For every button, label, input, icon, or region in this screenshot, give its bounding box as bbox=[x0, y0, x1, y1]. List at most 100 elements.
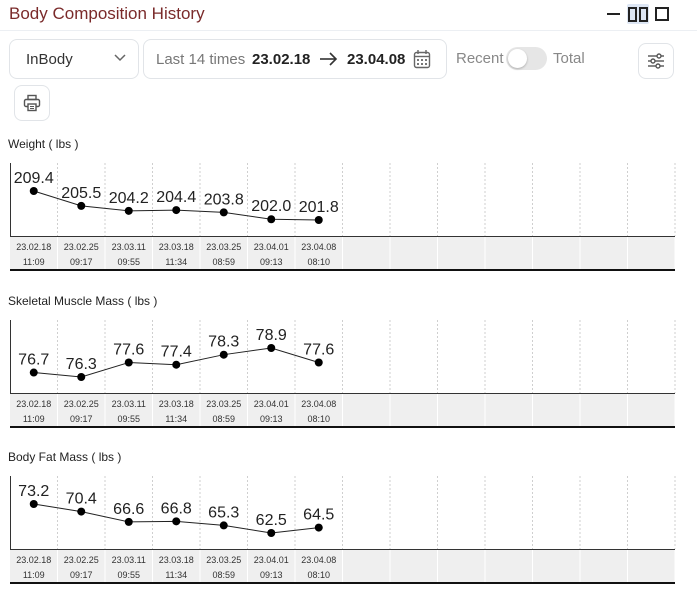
device-select[interactable]: InBody bbox=[9, 39, 139, 79]
body-fat-chart: 23.02.18 11:09 23.02.25 09:17 23.03.11 09:55 2… bbox=[10, 476, 676, 584]
data-label: 78.3 bbox=[208, 334, 239, 351]
x-tick-date: 23.04.01 bbox=[254, 555, 289, 565]
x-tick-date: 23.02.25 bbox=[64, 399, 99, 409]
data-point bbox=[77, 201, 86, 210]
minimize-icon[interactable] bbox=[604, 4, 622, 24]
x-tick-time: 11:09 bbox=[23, 414, 45, 424]
data-point bbox=[267, 215, 276, 224]
x-tick-date: 23.02.18 bbox=[16, 242, 51, 252]
x-tick-date: 23.03.25 bbox=[206, 399, 241, 409]
data-point bbox=[124, 517, 133, 526]
x-tick-date: 23.04.08 bbox=[301, 242, 336, 252]
data-point bbox=[219, 208, 228, 217]
x-tick-date: 23.04.01 bbox=[254, 242, 289, 252]
x-tick-date: 23.02.25 bbox=[64, 242, 99, 252]
data-label: 209.4 bbox=[14, 170, 54, 187]
x-tick-date: 23.03.11 bbox=[112, 399, 146, 409]
x-tick-time: 11:09 bbox=[23, 257, 45, 267]
data-label: 77.6 bbox=[113, 342, 144, 359]
x-tick-date: 23.03.25 bbox=[206, 555, 241, 565]
data-label: 204.4 bbox=[156, 189, 196, 206]
calendar-icon[interactable] bbox=[413, 49, 431, 69]
x-tick-date: 23.04.08 bbox=[301, 399, 336, 409]
data-label: 66.6 bbox=[113, 501, 144, 518]
data-label: 76.7 bbox=[18, 352, 49, 369]
title-divider bbox=[0, 30, 697, 31]
data-point bbox=[124, 206, 133, 215]
x-tick-date: 23.02.25 bbox=[64, 555, 99, 565]
data-point bbox=[124, 358, 133, 367]
x-tick-date: 23.02.18 bbox=[16, 555, 51, 565]
x-tick-date: 23.03.18 bbox=[159, 399, 194, 409]
x-tick-time: 08:10 bbox=[307, 257, 330, 267]
maximize-icon[interactable] bbox=[653, 4, 671, 24]
data-point bbox=[77, 507, 86, 516]
chart-title-body-fat: Body Fat Mass ( lbs ) bbox=[8, 450, 122, 464]
data-label: 65.3 bbox=[208, 504, 239, 521]
x-tick-time: 11:34 bbox=[165, 414, 187, 424]
x-tick-date: 23.03.25 bbox=[206, 242, 241, 252]
data-label: 66.8 bbox=[161, 500, 192, 517]
data-label: 73.2 bbox=[18, 483, 49, 500]
print-button[interactable] bbox=[14, 85, 50, 121]
page-title: Body Composition History bbox=[9, 4, 205, 23]
data-label: 205.5 bbox=[61, 185, 101, 202]
settings-button[interactable] bbox=[638, 43, 674, 79]
recent-total-toggle[interactable] bbox=[506, 47, 547, 70]
data-point bbox=[314, 358, 323, 367]
x-tick-time: 08:59 bbox=[212, 414, 235, 424]
x-tick-time: 08:10 bbox=[307, 570, 330, 580]
x-tick-date: 23.04.08 bbox=[301, 555, 336, 565]
data-label: 62.5 bbox=[256, 512, 287, 529]
x-tick-time: 09:17 bbox=[70, 257, 93, 267]
data-label: 76.3 bbox=[66, 356, 97, 373]
data-point bbox=[172, 360, 181, 369]
x-tick-date: 23.03.18 bbox=[159, 242, 194, 252]
x-tick-date: 23.02.18 bbox=[16, 399, 51, 409]
weight-chart: 23.02.18 11:09 23.02.25 09:17 23.03.11 09:55 2… bbox=[10, 163, 676, 271]
x-tick-time: 09:13 bbox=[260, 414, 283, 424]
sliders-icon bbox=[648, 53, 664, 69]
data-point bbox=[267, 529, 276, 537]
date-range-label: Last 14 times bbox=[156, 51, 246, 68]
x-tick-time: 09:55 bbox=[117, 257, 140, 267]
data-label: 203.8 bbox=[204, 191, 244, 208]
data-point bbox=[219, 521, 228, 530]
chart-title-skeletal-muscle: Skeletal Muscle Mass ( lbs ) bbox=[8, 294, 158, 308]
device-select-value: InBody bbox=[26, 51, 73, 68]
data-point bbox=[29, 500, 38, 508]
data-point bbox=[219, 350, 228, 359]
data-label: 77.6 bbox=[303, 342, 334, 359]
data-label: 64.5 bbox=[303, 507, 334, 524]
data-point bbox=[77, 373, 86, 381]
title-bar: Body Composition History bbox=[0, 0, 697, 30]
x-tick-time: 08:59 bbox=[212, 257, 235, 267]
x-tick-time: 09:55 bbox=[117, 414, 140, 424]
x-tick-time: 11:34 bbox=[165, 257, 187, 267]
data-label: 204.2 bbox=[109, 190, 149, 207]
x-tick-date: 23.03.18 bbox=[159, 555, 194, 565]
data-point bbox=[267, 344, 276, 352]
x-tick-time: 08:10 bbox=[307, 414, 330, 424]
data-point bbox=[29, 187, 38, 195]
date-range-picker[interactable]: Last 14 times 23.02.18 23.04.08 bbox=[143, 39, 447, 79]
data-point bbox=[172, 206, 181, 215]
data-point bbox=[29, 368, 38, 377]
x-tick-date: 23.03.11 bbox=[112, 555, 146, 565]
data-label: 201.8 bbox=[299, 199, 339, 216]
x-tick-time: 09:55 bbox=[117, 570, 140, 580]
toggle-label-recent: Recent bbox=[456, 50, 504, 67]
x-tick-time: 08:59 bbox=[212, 570, 235, 580]
data-point bbox=[314, 216, 323, 224]
x-tick-time: 09:13 bbox=[260, 570, 283, 580]
x-tick-time: 11:34 bbox=[165, 570, 187, 580]
printer-icon bbox=[23, 94, 41, 112]
arrow-right-icon bbox=[320, 52, 338, 66]
data-label: 77.4 bbox=[161, 344, 192, 361]
x-tick-date: 23.04.01 bbox=[254, 399, 289, 409]
x-tick-time: 11:09 bbox=[23, 570, 45, 580]
data-label: 202.0 bbox=[251, 198, 291, 215]
split-view-icon[interactable] bbox=[627, 4, 649, 24]
skeletal-muscle-chart: 23.02.18 11:09 23.02.25 09:17 23.03.11 09:55 2… bbox=[10, 320, 676, 428]
x-tick-time: 09:17 bbox=[70, 570, 93, 580]
